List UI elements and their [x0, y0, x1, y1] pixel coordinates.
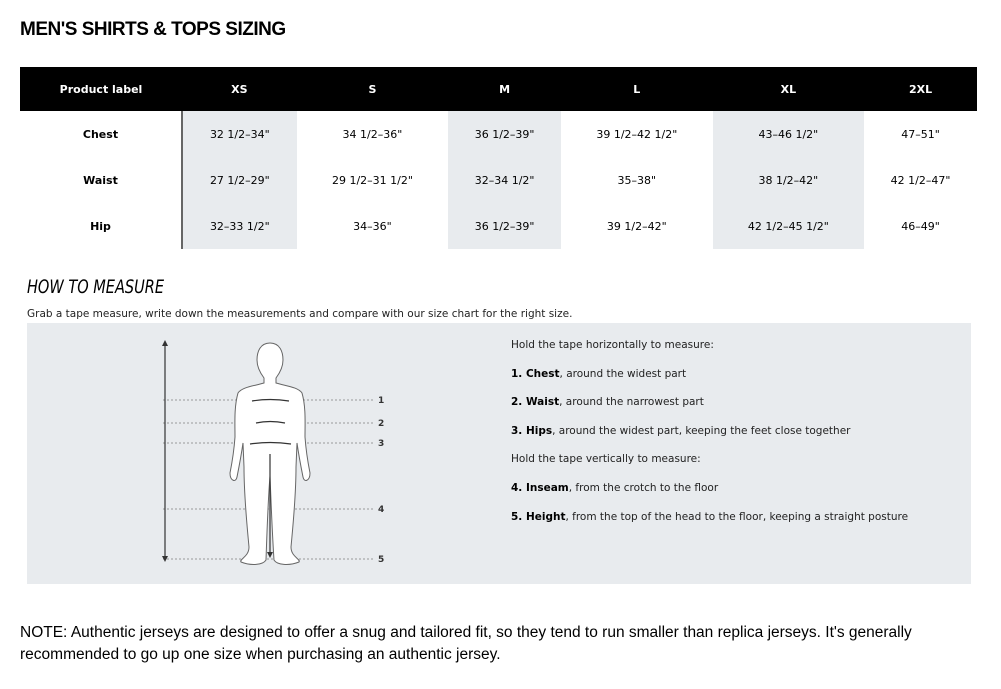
measure-panel: 1 2 3 4 5 Hold the tape horizontally to …	[27, 323, 971, 584]
header-cell: Product label	[20, 67, 182, 111]
row-label: Hip	[20, 203, 183, 249]
how-to-measure-subtitle: Grab a tape measure, write down the meas…	[27, 308, 573, 320]
header-cell: XL	[712, 67, 865, 111]
table-cell: 39 1/2–42"	[606, 219, 667, 233]
table-cell: 32–34 1/2"	[448, 157, 562, 203]
table-row: Hip 32–33 1/2" 34–36" 36 1/2–39" 39 1/2–…	[20, 203, 977, 249]
header-cell: M	[448, 67, 562, 111]
table-row: Chest 32 1/2–34" 34 1/2–36" 36 1/2–39" 3…	[20, 111, 977, 157]
header-cell: S	[296, 67, 449, 111]
step-waist: 2. Waist, around the narrowest part	[511, 396, 704, 409]
jersey-note: NOTE: Authentic jerseys are designed to …	[20, 624, 912, 663]
row-label: Chest	[20, 111, 183, 157]
step-hips: 3. Hips, around the widest part, keeping…	[511, 424, 851, 437]
marker-2: 2	[378, 419, 384, 429]
table-cell: 42 1/2–47"	[890, 173, 951, 187]
table-cell: 32–33 1/2"	[182, 203, 297, 249]
page-title: MEN'S SHIRTS & TOPS SIZING	[20, 19, 286, 40]
table-cell: 35–38"	[617, 173, 657, 187]
marker-3: 3	[378, 439, 384, 449]
table-cell: 42 1/2–45 1/2"	[712, 203, 865, 249]
table-cell: 34–36"	[353, 219, 392, 233]
size-table: Product label XS S M L XL 2XL Chest 32 1…	[20, 67, 978, 249]
marker-5: 5	[378, 555, 384, 565]
header-cell: XS	[182, 67, 297, 111]
measure-instructions: Hold the tape horizontally to measure: 1…	[511, 339, 908, 539]
header-cell: 2XL	[864, 67, 977, 111]
body-measurement-figure: 1 2 3 4 5	[162, 340, 384, 565]
step-inseam: 4. Inseam, from the crotch to the floor	[511, 481, 719, 494]
table-cell: 36 1/2–39"	[448, 203, 562, 249]
table-cell: 27 1/2–29"	[182, 157, 297, 203]
table-row: Waist 27 1/2–29" 29 1/2–31 1/2" 32–34 1/…	[20, 157, 977, 203]
vertical-intro: Hold the tape vertically to measure:	[511, 453, 701, 466]
table-header: Product label XS S M L XL 2XL	[20, 67, 977, 111]
table-cell: 47–51"	[901, 127, 940, 141]
horizontal-intro: Hold the tape horizontally to measure:	[511, 339, 714, 351]
step-height: 5. Height, from the top of the head to t…	[511, 510, 909, 523]
table-cell: 46–49"	[901, 219, 940, 233]
table-cell: 39 1/2–42 1/2"	[596, 127, 678, 141]
header-cell: L	[561, 67, 713, 111]
marker-1: 1	[378, 396, 384, 406]
table-cell: 36 1/2–39"	[448, 111, 562, 157]
row-label: Waist	[20, 157, 183, 203]
table-cell: 43–46 1/2"	[712, 111, 865, 157]
how-to-measure-heading: HOW TO MEASURE	[27, 276, 165, 298]
table-cell: 29 1/2–31 1/2"	[331, 173, 413, 187]
table-cell: 38 1/2–42"	[712, 157, 865, 203]
table-cell: 32 1/2–34"	[182, 111, 297, 157]
table-cell: 34 1/2–36"	[342, 127, 403, 141]
marker-4: 4	[378, 505, 384, 515]
step-chest: 1. Chest, around the widest part	[511, 367, 687, 380]
